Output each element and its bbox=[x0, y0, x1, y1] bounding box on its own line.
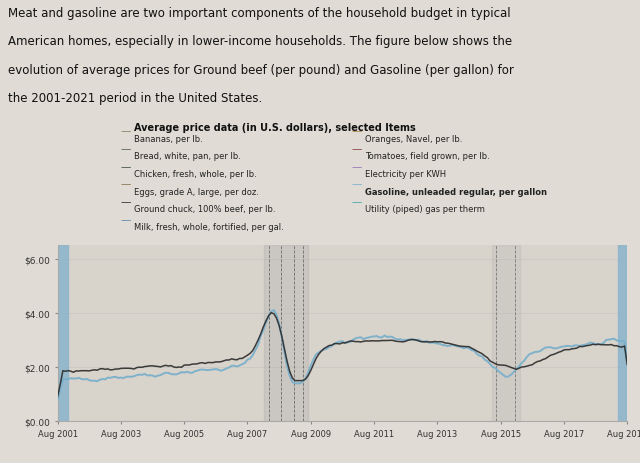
Bar bbox=[492, 245, 520, 421]
Text: —: — bbox=[121, 144, 131, 154]
Text: —: — bbox=[351, 126, 362, 136]
Text: the 2001-2021 period in the United States.: the 2001-2021 period in the United State… bbox=[8, 92, 262, 105]
Text: —: — bbox=[121, 162, 131, 171]
Text: evolution of average prices for Ground beef (per pound) and Gasoline (per gallon: evolution of average prices for Ground b… bbox=[8, 64, 513, 77]
Text: —: — bbox=[121, 214, 131, 224]
Text: Meat and gasoline are two important components of the household budget in typica: Meat and gasoline are two important comp… bbox=[8, 7, 510, 20]
Text: Eggs, grade A, large, per doz.: Eggs, grade A, large, per doz. bbox=[134, 187, 259, 196]
Text: Bread, white, pan, per lb.: Bread, white, pan, per lb. bbox=[134, 152, 241, 161]
Text: —: — bbox=[351, 162, 362, 171]
Text: —: — bbox=[351, 144, 362, 154]
Bar bbox=[58, 245, 68, 421]
Text: Average price data (in U.S. dollars), selected Items: Average price data (in U.S. dollars), se… bbox=[134, 123, 416, 133]
Text: —: — bbox=[121, 197, 131, 206]
Text: Chicken, fresh, whole, per lb.: Chicken, fresh, whole, per lb. bbox=[134, 169, 257, 179]
Text: —: — bbox=[351, 179, 362, 189]
Text: —: — bbox=[351, 197, 362, 206]
Text: Tomatoes, field grown, per lb.: Tomatoes, field grown, per lb. bbox=[365, 152, 490, 161]
Text: Ground chuck, 100% beef, per lb.: Ground chuck, 100% beef, per lb. bbox=[134, 205, 276, 214]
Text: Utility (piped) gas per therm: Utility (piped) gas per therm bbox=[365, 205, 484, 214]
Bar bbox=[618, 245, 627, 421]
Text: —: — bbox=[121, 179, 131, 189]
Text: Milk, fresh, whole, fortified, per gal.: Milk, fresh, whole, fortified, per gal. bbox=[134, 222, 284, 232]
Text: Bananas, per lb.: Bananas, per lb. bbox=[134, 134, 203, 144]
Bar bbox=[264, 245, 308, 421]
Text: Oranges, Navel, per lb.: Oranges, Navel, per lb. bbox=[365, 134, 462, 144]
Text: American homes, especially in lower-income households. The figure below shows th: American homes, especially in lower-inco… bbox=[8, 35, 512, 48]
Text: Gasoline, unleaded regular, per gallon: Gasoline, unleaded regular, per gallon bbox=[365, 187, 547, 196]
Text: —: — bbox=[121, 126, 131, 136]
Text: Electricity per KWH: Electricity per KWH bbox=[365, 169, 446, 179]
